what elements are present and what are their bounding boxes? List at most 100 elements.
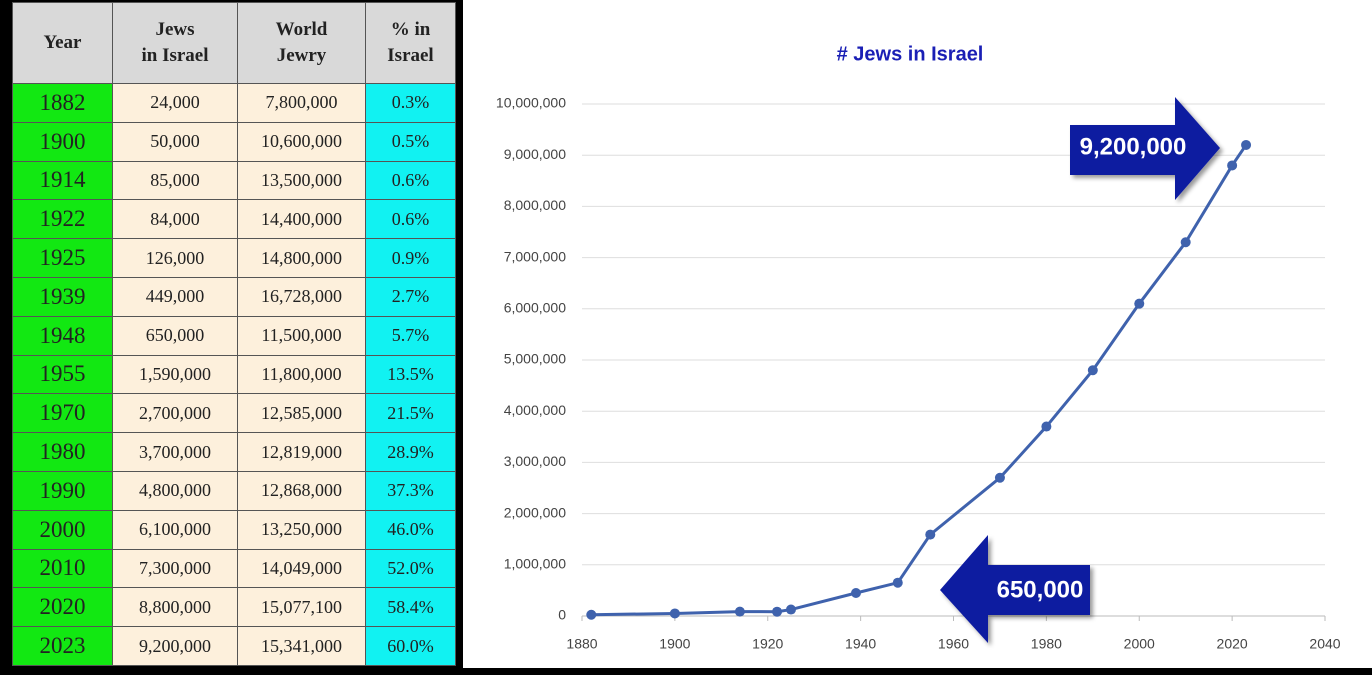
table-cell: 0.3%	[365, 83, 456, 123]
data-point	[1241, 139, 1252, 150]
data-point	[892, 577, 903, 588]
x-tick-label: 1900	[659, 636, 690, 652]
y-tick-label: 0	[558, 607, 566, 623]
y-tick-label: 4,000,000	[504, 402, 566, 418]
x-tick-label: 1960	[938, 636, 969, 652]
table-cell: 7,300,000	[112, 548, 238, 589]
table-cell: 1,590,000	[112, 354, 238, 395]
header-cell: Year	[12, 2, 113, 84]
table-cell: 1925	[12, 238, 113, 278]
table-row: 1980 3,700,000 12,819,000 28.9%	[12, 432, 456, 472]
data-point	[925, 529, 936, 540]
table-cell: 8,800,000	[112, 587, 238, 628]
annotation: 9,200,000	[1080, 133, 1187, 160]
data-table: Year Jews in Israel World Jewry % in Israel 18…	[12, 2, 456, 666]
table-cell: 5.7%	[365, 315, 456, 356]
header-text: Jewry	[276, 45, 327, 66]
header-cell: % in Israel	[365, 2, 456, 84]
y-tick-label: 10,000,000	[496, 95, 566, 111]
x-tick-label: 2000	[1124, 636, 1155, 652]
y-tick-label: 7,000,000	[504, 248, 566, 264]
header-text: Israel	[387, 45, 434, 66]
data-point	[1087, 365, 1098, 376]
table-cell: 3,700,000	[112, 432, 238, 472]
table-cell: 1914	[12, 160, 113, 201]
table-cell: 1922	[12, 199, 113, 240]
table-cell: 50,000	[112, 121, 238, 162]
table-cell: 11,800,000	[237, 354, 366, 395]
table-cell: 0.5%	[365, 121, 456, 162]
table-cell: 2023	[12, 626, 113, 666]
arrow	[1070, 97, 1220, 200]
table-cell: 2010	[12, 548, 113, 589]
y-tick-label: 6,000,000	[504, 300, 566, 316]
header-row: Year Jews in Israel World Jewry % in Israel	[12, 2, 456, 84]
header-cell: Jews in Israel	[112, 2, 238, 84]
table-row: 1970 2,700,000 12,585,000 21.5%	[12, 393, 456, 434]
data-point	[850, 588, 861, 599]
table-cell: 52.0%	[365, 548, 456, 589]
table-row: 1939 449,000 16,728,000 2.7%	[12, 276, 456, 317]
chart-title: # Jews in Israel	[837, 43, 984, 65]
table-cell: 0.6%	[365, 199, 456, 240]
table-cell: 126,000	[112, 238, 238, 278]
x-tick-label: 2040	[1309, 636, 1340, 652]
y-tick-label: 2,000,000	[504, 504, 566, 520]
table-cell: 1980	[12, 432, 113, 472]
y-tick-label: 1,000,000	[504, 556, 566, 572]
annotation: 650,000	[997, 576, 1084, 603]
table-cell: 2020	[12, 587, 113, 628]
data-point	[669, 608, 680, 619]
table-cell: 58.4%	[365, 587, 456, 628]
table-row: 1955 1,590,000 11,800,000 13.5%	[12, 354, 456, 395]
table-cell: 7,800,000	[237, 83, 366, 123]
table-cell: 13,250,000	[237, 509, 366, 550]
table-row: 1990 4,800,000 12,868,000 37.3%	[12, 470, 456, 511]
header-text: World	[275, 19, 328, 40]
table-cell: 4,800,000	[112, 470, 238, 511]
table-cell: 1955	[12, 354, 113, 395]
header-text: % in	[390, 19, 431, 40]
table-cell: 0.6%	[365, 160, 456, 201]
table-row: 1948 650,000 11,500,000 5.7%	[12, 315, 456, 356]
table-cell: 6,100,000	[112, 509, 238, 550]
x-tick-label: 2020	[1217, 636, 1248, 652]
table-row: 1922 84,000 14,400,000 0.6%	[12, 199, 456, 240]
header-text: Year	[43, 32, 82, 53]
table-row: 2023 9,200,000 15,341,000 60.0%	[12, 626, 456, 666]
table-cell: 12,819,000	[237, 432, 366, 472]
y-tick-label: 3,000,000	[504, 453, 566, 469]
series-line	[591, 144, 1248, 617]
table-cell: 28.9%	[365, 432, 456, 472]
table-row: 1925 126,000 14,800,000 0.9%	[12, 238, 456, 278]
arrow	[940, 535, 1090, 643]
table-cell: 13.5%	[365, 354, 456, 395]
table-cell: 14,400,000	[237, 199, 366, 240]
table-cell: 9,200,000	[112, 626, 238, 666]
table-cell: 37.3%	[365, 470, 456, 511]
table-cell: 15,341,000	[237, 626, 366, 666]
table-cell: 12,585,000	[237, 393, 366, 434]
table-cell: 16,728,000	[237, 276, 366, 317]
table-cell: 2000	[12, 509, 113, 550]
table-cell: 2.7%	[365, 276, 456, 317]
table-cell: 1948	[12, 315, 113, 356]
table-cell: 14,049,000	[237, 548, 366, 589]
data-point	[785, 604, 796, 615]
header-text: in Israel	[141, 45, 209, 66]
data-point	[586, 609, 597, 620]
y-tick-label: 9,000,000	[504, 146, 566, 162]
x-tick-label: 1920	[752, 636, 783, 652]
y-tick-label: 5,000,000	[504, 351, 566, 367]
table-cell: 650,000	[112, 315, 238, 356]
data-point	[734, 606, 745, 617]
table-cell: 21.5%	[365, 393, 456, 434]
x-tick-label: 1880	[566, 636, 597, 652]
table-cell: 1990	[12, 470, 113, 511]
table-cell: 15,077,100	[237, 587, 366, 628]
header-text: Jews	[155, 19, 195, 40]
data-point	[772, 606, 783, 617]
table-row: 1900 50,000 10,600,000 0.5%	[12, 121, 456, 162]
table-cell: 449,000	[112, 276, 238, 317]
